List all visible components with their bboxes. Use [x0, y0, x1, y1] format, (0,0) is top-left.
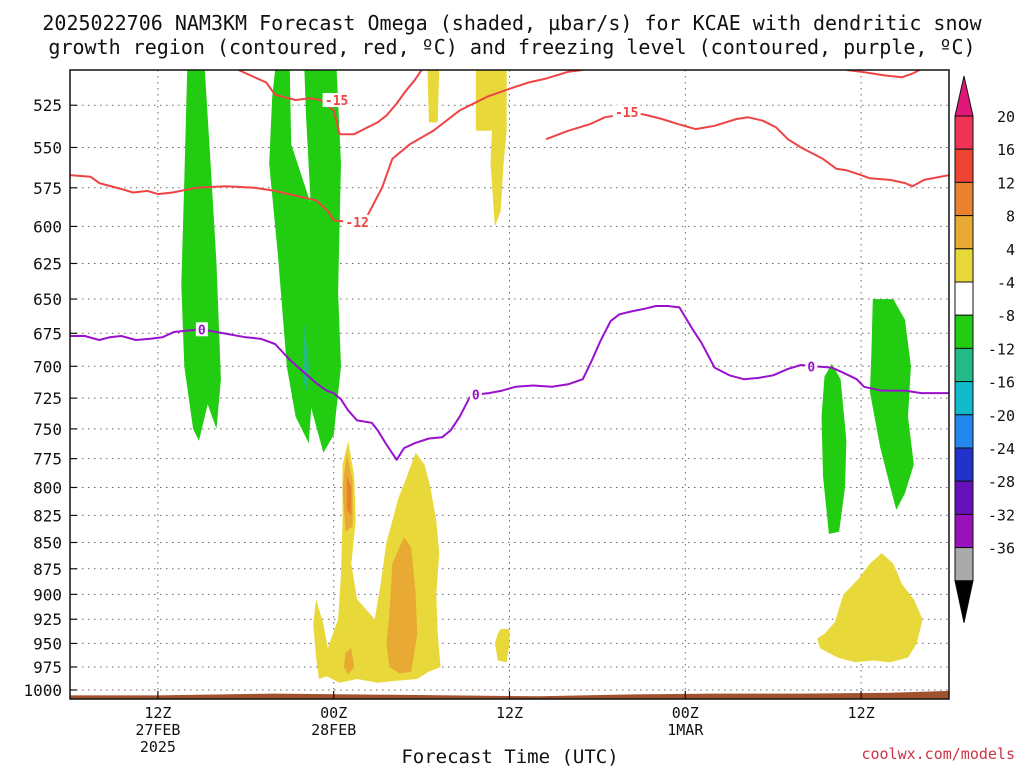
- y-tick-label: 650: [33, 290, 62, 309]
- colorbar-label: -36: [988, 540, 1015, 558]
- omega-region-12: [346, 476, 352, 516]
- contour-label-background: [612, 105, 641, 120]
- colorbar-label: 20: [997, 108, 1015, 126]
- contour-label: -15: [615, 106, 638, 121]
- colorbar-swatch: [954, 181, 974, 217]
- x-tick-label: 00Z: [320, 704, 347, 722]
- colorbar-swatch: [954, 148, 974, 183]
- contour-label-background: [805, 359, 818, 374]
- colorbar-label: 16: [997, 141, 1015, 159]
- omega-shading: [181, 70, 923, 683]
- colorbar-swatch: [954, 447, 974, 482]
- x-tick-label: 28FEB: [311, 721, 356, 739]
- dendritic-contour-line: [70, 70, 583, 223]
- y-tick-label: 750: [33, 420, 62, 439]
- colorbar-label: -28: [988, 473, 1015, 491]
- watermark-text: coolwx.com/models: [861, 745, 1015, 763]
- x-tick-label: 12Z: [496, 704, 523, 722]
- x-tick-label: 2025: [140, 738, 176, 756]
- colorbar-swatch: [954, 347, 974, 383]
- y-tick-label: 850: [33, 533, 62, 552]
- y-axis-ticks: 525 550 575 600 625 650 675 700 725 750 775 800 825 8…: [23, 96, 77, 700]
- contour-label-background: [469, 387, 482, 402]
- colorbar-label: -8: [997, 307, 1015, 325]
- y-tick-label: 975: [33, 658, 62, 677]
- contour-label-background: [343, 214, 372, 229]
- terrain-fill: [70, 690, 949, 699]
- colorbar-swatch: [954, 547, 974, 582]
- contour-label: 0: [807, 360, 815, 375]
- colorbar-swatch: [954, 215, 974, 250]
- y-tick-label: 775: [33, 450, 62, 469]
- omega-region-4: [817, 553, 923, 663]
- terrain-ground: [70, 690, 949, 699]
- contour-label: -12: [345, 216, 368, 231]
- y-tick-label: 925: [33, 610, 62, 629]
- colorbar-bottom-triangle: [954, 580, 974, 623]
- contour-label-background: [322, 93, 351, 108]
- y-tick-label: 825: [33, 506, 62, 525]
- colorbar-label: -12: [988, 340, 1015, 358]
- omega-region-8: [344, 648, 355, 675]
- dendritic-contour-line: [846, 70, 921, 79]
- colorbar-swatch: [954, 414, 974, 449]
- y-tick-label: 625: [33, 254, 62, 273]
- y-tick-label: 950: [33, 634, 62, 653]
- x-tick-label: 1MAR: [667, 721, 704, 739]
- y-tick-label: 675: [33, 324, 62, 343]
- omega-region-minus8: [181, 70, 221, 441]
- omega-region-minus8: [869, 299, 914, 510]
- contour-label: 0: [472, 388, 480, 403]
- colorbar-swatch: [954, 115, 974, 150]
- omega-region-8: [386, 537, 418, 674]
- omega-region-4: [427, 70, 440, 123]
- colorbar-swatch: [954, 314, 974, 349]
- colorbar-swatch: [954, 248, 974, 283]
- omega-region-4: [475, 70, 507, 227]
- y-tick-label: 700: [33, 357, 62, 376]
- x-tick-label: 27FEB: [135, 721, 180, 739]
- colorbar-label: 12: [997, 174, 1015, 192]
- colorbar-label: -4: [997, 274, 1015, 292]
- y-tick-label: 525: [33, 96, 62, 115]
- contour-lines: -12 -15 0 0 0 -15: [70, 70, 949, 461]
- omega-region-minus8: [304, 70, 341, 453]
- colorbar-label: -32: [988, 506, 1015, 524]
- y-tick-label: 575: [33, 179, 62, 198]
- y-tick-label: 1000: [23, 681, 62, 700]
- y-tick-label: 800: [33, 478, 62, 497]
- grid-lines: [70, 70, 949, 699]
- x-tick-label: 12Z: [144, 704, 171, 722]
- colorbar-label: 4: [1006, 241, 1015, 259]
- x-tick-label: 00Z: [672, 704, 699, 722]
- colorbar-swatch: [954, 480, 974, 515]
- y-tick-label: 900: [33, 585, 62, 604]
- colorbar-label: -20: [988, 407, 1015, 425]
- colorbar-swatch: [954, 381, 974, 416]
- colorbar-legend: 20 16 12 8 4 -4 -8 -12 -16 -20 -24 -28 -32 -36: [954, 75, 1015, 623]
- y-tick-label: 600: [33, 217, 62, 236]
- y-tick-label: 725: [33, 389, 62, 408]
- colorbar-label: -16: [988, 374, 1015, 392]
- chart-title-line-2: growth region (contoured, red, ºC) and f…: [48, 35, 975, 59]
- dendritic-contour-line: [238, 70, 423, 136]
- omega-region-4: [494, 629, 510, 663]
- colorbar-swatch: [954, 281, 974, 316]
- contour-label-background: [195, 322, 208, 337]
- colorbar-label: 8: [1006, 208, 1015, 226]
- colorbar-top-triangle: [954, 75, 974, 117]
- contour-label: -15: [325, 94, 348, 109]
- omega-region-minus8: [821, 363, 847, 534]
- x-tick-label: 12Z: [848, 704, 875, 722]
- contour-label: 0: [198, 323, 206, 338]
- colorbar-swatch: [954, 513, 974, 549]
- y-tick-label: 550: [33, 138, 62, 157]
- colorbar-label: -24: [988, 440, 1015, 458]
- y-tick-label: 875: [33, 560, 62, 579]
- chart-title-line-1: 2025022706 NAM3KM Forecast Omega (shaded…: [42, 11, 982, 35]
- x-axis-label: Forecast Time (UTC): [401, 746, 618, 768]
